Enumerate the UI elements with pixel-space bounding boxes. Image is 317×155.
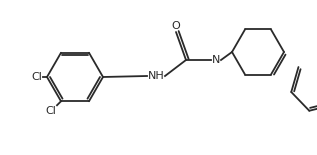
Text: NH: NH [148, 71, 165, 81]
Text: Cl: Cl [45, 106, 56, 116]
Text: O: O [171, 21, 180, 31]
Text: Cl: Cl [31, 72, 42, 82]
Text: N: N [212, 55, 220, 65]
